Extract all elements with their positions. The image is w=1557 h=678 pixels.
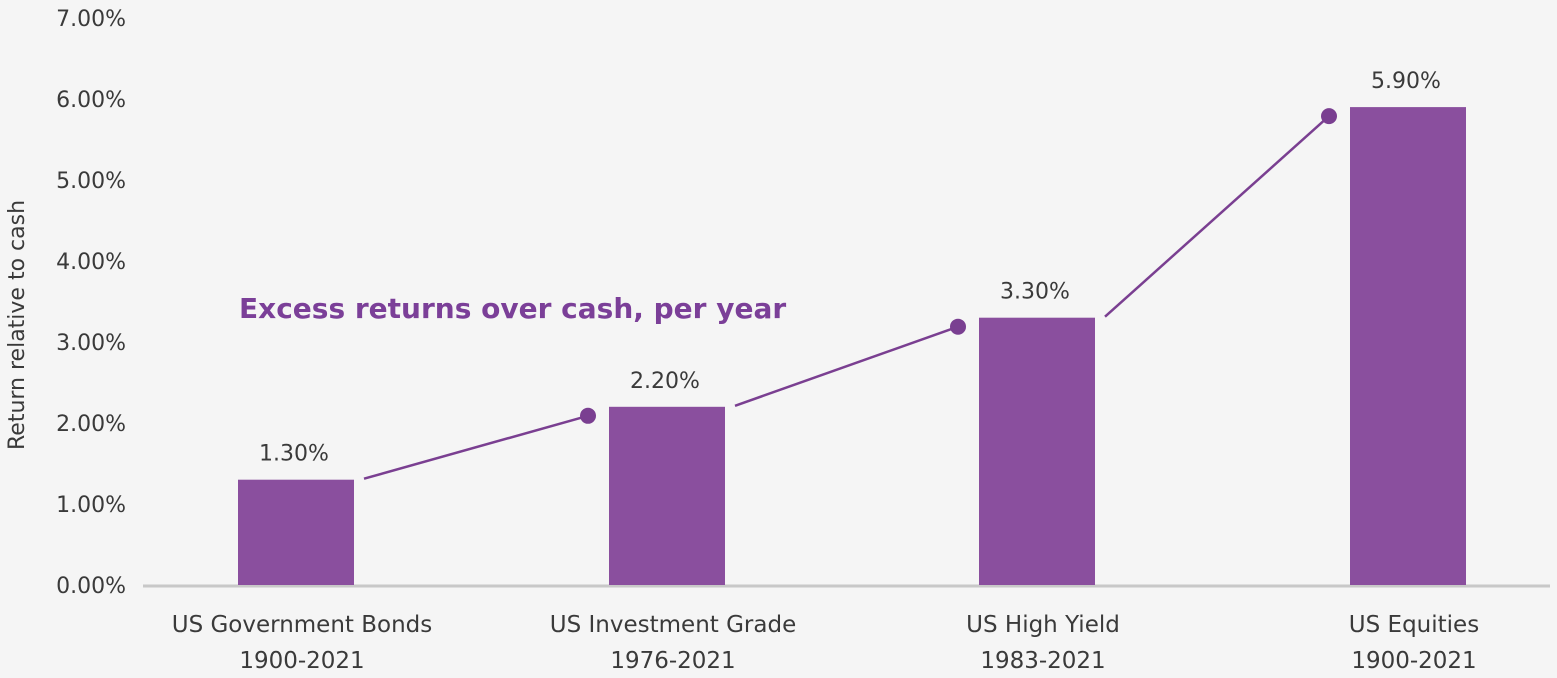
y-axis-tick-labels: 0.00% 1.00% 2.00% 3.00% 4.00% 5.00% 6.00% 7.00% [56, 7, 126, 599]
category-labels: US Government Bonds 1900-2021 US Investmen… [172, 612, 1479, 674]
trend-point [1321, 108, 1337, 125]
trend-point [950, 318, 966, 335]
y-tick-label: 6.00% [56, 88, 126, 113]
bar [979, 317, 1095, 585]
category-label: US High Yield 1983-2021 [966, 612, 1120, 674]
category-label-line: 1900-2021 [239, 648, 364, 674]
bar-value-label: 5.90% [1371, 69, 1441, 94]
category-label: US Government Bonds 1900-2021 [172, 612, 433, 674]
trend-segment [1104, 115, 1330, 318]
category-label-line: 1976-2021 [610, 648, 735, 674]
y-tick-label: 7.00% [56, 7, 126, 32]
bar [238, 479, 354, 585]
y-tick-label: 5.00% [56, 169, 126, 194]
bar-value-label: 1.30% [259, 442, 329, 467]
chart-annotation: Excess returns over cash, per year [239, 292, 786, 325]
bar [1350, 107, 1466, 585]
y-tick-label: 0.00% [56, 574, 126, 599]
bar [609, 406, 725, 585]
y-tick-label: 1.00% [56, 493, 126, 518]
trend-segment [734, 325, 959, 407]
trend-line [363, 108, 1337, 480]
bars [238, 107, 1466, 585]
category-label-line: 1900-2021 [1351, 648, 1476, 674]
category-label-line: 1983-2021 [980, 648, 1105, 674]
bar-value-label: 3.30% [1000, 280, 1070, 305]
y-tick-label: 2.00% [56, 412, 126, 437]
category-label: US Equities 1900-2021 [1349, 612, 1479, 674]
category-label-line: US High Yield [966, 612, 1120, 638]
bar-value-label: 2.20% [630, 369, 700, 394]
category-label-line: US Government Bonds [172, 612, 433, 638]
y-tick-label: 3.00% [56, 331, 126, 356]
y-axis-title: Return relative to cash [5, 200, 30, 450]
data-labels: 1.30% 2.20% 3.30% 5.90% [259, 69, 1441, 467]
trend-point [580, 407, 596, 424]
category-label: US Investment Grade 1976-2021 [550, 612, 796, 674]
y-tick-label: 4.00% [56, 250, 126, 275]
category-label-line: US Equities [1349, 612, 1479, 638]
trend-segment [363, 414, 589, 480]
category-label-line: US Investment Grade [550, 612, 796, 638]
